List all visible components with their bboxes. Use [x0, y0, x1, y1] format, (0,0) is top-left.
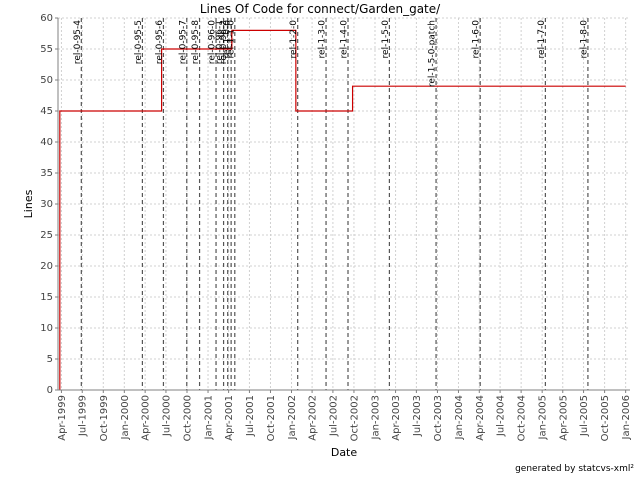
release-marker-label: rel-1-6-0: [472, 20, 482, 59]
grid-layer: [58, 17, 630, 391]
y-tick-label: 30: [40, 199, 53, 210]
release-marker-label: rel-1-7-0: [537, 20, 547, 59]
x-tick-label: Oct-2003: [433, 395, 444, 441]
x-tick-label: Jan-2003: [370, 395, 381, 440]
release-marker-label: rel-0-96-0: [208, 20, 218, 64]
x-tick-label: Jul-2004: [496, 395, 507, 437]
generated-by-note: generated by statcvs-xml²: [515, 464, 634, 474]
x-tick-label: Apr-2004: [475, 395, 486, 441]
y-tick-label: 20: [40, 261, 53, 272]
x-tick-label: Jul-2003: [412, 395, 423, 437]
y-tick-label: 5: [47, 354, 53, 365]
release-marker-label: rel-1-0-0: [223, 20, 233, 59]
y-tick-label: 40: [40, 137, 53, 148]
x-tick-label: Jul-1999: [78, 395, 89, 437]
release-markers: [80, 18, 589, 390]
axes-layer: [55, 17, 630, 393]
label-layer: 0 5 10 15 20 25 30 35 40 45 50 55 60 Apr-1999 Jul-1999…: [22, 13, 632, 459]
release-marker-label: rel-1-5-0-patch: [428, 20, 438, 87]
x-tick-label: Apr-2001: [224, 395, 235, 441]
release-marker-label: rel-1-2-0: [289, 20, 299, 59]
y-tick-label: 25: [40, 230, 53, 241]
x-tick-label: Jan-2005: [538, 395, 549, 440]
x-axis-label: Date: [331, 446, 358, 459]
x-tick-label: Jan-2004: [454, 395, 465, 440]
y-axis-label: Lines: [22, 189, 35, 218]
loc-series-line: [59, 29, 626, 390]
release-marker-label: rel-0-95-4: [73, 20, 83, 64]
series-layer: [59, 29, 626, 390]
x-tick-label: Jan-2000: [120, 395, 131, 440]
x-tick-label: Jul-2001: [245, 395, 256, 437]
x-tick-label: Apr-2002: [308, 395, 319, 441]
x-tick-label: Jul-2002: [328, 395, 339, 437]
y-tick-label: 45: [40, 106, 53, 117]
x-tick-label: Oct-1999: [99, 395, 110, 441]
y-tick-label: 50: [40, 75, 53, 86]
x-tick-label: Jul-2000: [161, 395, 172, 437]
release-marker-label: rel-0-96-2: [219, 20, 229, 64]
y-tick-label: 15: [40, 292, 53, 303]
release-marker-label: rel-0-95-8: [191, 20, 201, 64]
x-tick-label: Jan-2001: [204, 395, 215, 440]
x-tick-label: Jan-2002: [287, 395, 298, 440]
x-tick-label: Apr-1999: [57, 395, 68, 441]
x-tick-label: Apr-2000: [141, 395, 152, 441]
y-tick-label: 0: [47, 385, 53, 396]
release-marker-label: rel-0-96-1: [215, 20, 225, 64]
x-tick-label: Apr-2003: [391, 395, 402, 441]
x-tick-label: Oct-2005: [600, 395, 611, 441]
release-marker-label: rel-1-4-0: [340, 20, 350, 59]
y-tick-label: 55: [40, 44, 53, 55]
chart-title: Lines Of Code for connect/Garden_gate/: [199, 2, 441, 16]
release-marker-label: rel-1-3-0: [318, 20, 328, 59]
release-marker-label: rel-0-95-7: [178, 20, 188, 64]
x-tick-label: Jul-2005: [579, 395, 590, 437]
y-tick-label: 10: [40, 323, 53, 334]
release-marker-label: rel-1-8-0: [579, 20, 589, 59]
y-tick-label: 35: [40, 168, 53, 179]
x-tick-label: Oct-2004: [517, 395, 528, 441]
release-marker-label: rel-0-95-6: [155, 20, 165, 64]
release-marker-label: rel-0-95-5: [134, 20, 144, 64]
x-tick-label: Jan-2006: [621, 395, 632, 440]
x-tick-label: Oct-2002: [349, 395, 360, 441]
release-marker-label: rel-1-1-0: [226, 20, 236, 59]
x-tick-label: Apr-2005: [558, 395, 569, 441]
x-tick-label: Oct-2000: [182, 395, 193, 441]
y-tick-label: 60: [40, 13, 53, 24]
x-tick-label: Oct-2001: [266, 395, 277, 441]
release-marker-label: rel-1-5-0: [381, 20, 391, 59]
